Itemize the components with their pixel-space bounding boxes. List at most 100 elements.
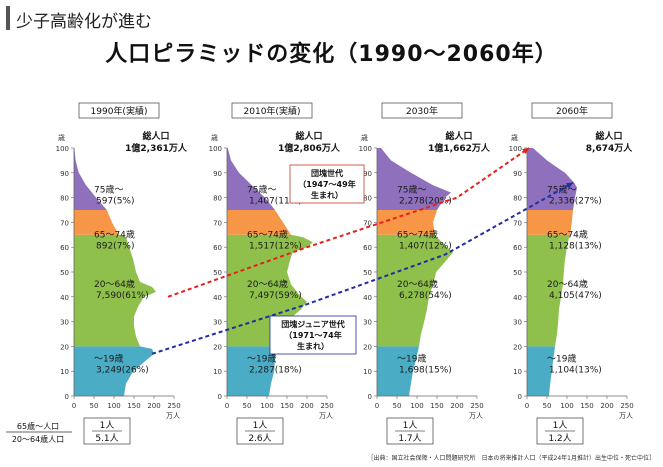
x-tick-label: 50 <box>243 402 252 410</box>
x-tick-label: 250 <box>620 402 633 410</box>
x-unit-label: 万人 <box>166 412 180 420</box>
total-population-label: 総人口 <box>142 130 169 142</box>
x-tick-label: 200 <box>450 402 463 410</box>
ratio-numerator: 1人 <box>253 420 268 431</box>
band-under-19 <box>527 346 555 396</box>
y-tick-label: 10 <box>60 368 69 376</box>
age-group-label: 65～74歳 <box>547 228 588 240</box>
age-group-value: 7,497(59%) <box>249 291 302 301</box>
age-group-label: ～19歳 <box>397 352 426 364</box>
y-tick-label: 30 <box>513 319 522 327</box>
y-tick-label: 40 <box>60 294 69 302</box>
y-tick-label: 10 <box>213 368 222 376</box>
total-population-value: 1億1,662万人 <box>428 142 491 154</box>
x-tick-label: 0 <box>225 402 229 410</box>
baby-boom-callout <box>289 164 365 204</box>
y-tick-label: 50 <box>513 269 522 277</box>
x-tick-label: 150 <box>127 402 140 410</box>
y-tick-label: 90 <box>363 170 372 178</box>
y-tick-label: 30 <box>60 319 69 327</box>
x-unit-label: 万人 <box>469 412 483 420</box>
junior-callout-line: （1971～74年 <box>284 330 341 340</box>
y-tick-label: 60 <box>60 244 69 252</box>
y-tick-label: 10 <box>363 368 372 376</box>
age-group-value: 597(5%) <box>96 197 134 207</box>
total-population-label: 総人口 <box>295 130 322 142</box>
total-population-label: 総人口 <box>445 130 472 142</box>
x-tick-label: 100 <box>260 402 273 410</box>
y-tick-label: 50 <box>363 269 372 277</box>
y-tick-label: 70 <box>363 219 372 227</box>
y-tick-label: 60 <box>513 244 522 252</box>
total-population-value: 8,674万人 <box>586 142 633 154</box>
y-unit-label: 歳 <box>511 133 518 142</box>
y-tick-label: 90 <box>213 170 222 178</box>
band-65-74 <box>527 210 573 235</box>
y-tick-label: 30 <box>213 319 222 327</box>
junior-cohort-arrow-head <box>566 182 573 189</box>
x-tick-label: 150 <box>580 402 593 410</box>
age-group-value: 2,278(20%) <box>399 197 452 207</box>
total-population-value: 1億2,806万人 <box>278 142 341 154</box>
age-group-label: 75歳～ <box>94 184 123 196</box>
y-tick-label: 0 <box>65 393 69 401</box>
y-tick-label: 80 <box>60 195 69 203</box>
x-tick-label: 0 <box>525 402 529 410</box>
year-label: 2010年(実績) <box>244 105 301 117</box>
band-20-64 <box>377 234 453 347</box>
band-75-plus <box>377 148 451 210</box>
y-tick-label: 0 <box>368 393 372 401</box>
year-label-box <box>78 102 160 119</box>
age-group-value: 2,287(18%) <box>249 365 302 375</box>
age-group-label: 75歳～ <box>247 184 276 196</box>
x-tick-label: 100 <box>560 402 573 410</box>
year-label-box <box>231 102 313 119</box>
age-group-value: 1,698(15%) <box>399 365 452 375</box>
ratio-denominator: 5.1人 <box>95 433 118 444</box>
section-header: 少子高齢化が進む <box>6 6 657 32</box>
y-tick-label: 10 <box>513 368 522 376</box>
year-label-box <box>381 102 463 119</box>
x-tick-label: 250 <box>167 402 180 410</box>
x-tick-label: 100 <box>410 402 423 410</box>
ratio-numerator: 1人 <box>553 420 568 431</box>
age-group-value: 1,517(12%) <box>249 241 302 251</box>
age-group-value: 1,104(13%) <box>549 365 602 375</box>
year-label-box <box>531 102 613 119</box>
band-20-64 <box>74 234 156 347</box>
y-tick-label: 20 <box>513 343 522 351</box>
source-note: ［出典：国立社会保障・人口問題研究所 日本の将来推計人口（平成24年1月推計）出… <box>368 454 655 462</box>
age-group-label: ～19歳 <box>547 352 576 364</box>
x-tick-label: 0 <box>375 402 379 410</box>
x-tick-label: 200 <box>300 402 313 410</box>
x-tick-label: 0 <box>72 402 76 410</box>
x-tick-label: 50 <box>90 402 99 410</box>
year-label: 1990年(実績) <box>91 105 148 117</box>
y-tick-label: 70 <box>60 219 69 227</box>
band-20-64 <box>227 234 313 347</box>
y-tick-label: 60 <box>213 244 222 252</box>
y-tick-label: 40 <box>363 294 372 302</box>
age-group-label: 65～74歳 <box>247 228 288 240</box>
baby-boom-callout-line: 生まれ） <box>311 190 343 200</box>
age-group-label: 65～74歳 <box>94 228 135 240</box>
page-title: 人口ピラミッドの変化（1990～2060年） <box>105 42 558 67</box>
band-65-74 <box>377 210 437 235</box>
y-tick-label: 0 <box>218 393 222 401</box>
y-tick-label: 80 <box>213 195 222 203</box>
y-tick-label: 30 <box>363 319 372 327</box>
x-tick-label: 50 <box>393 402 402 410</box>
age-group-value: 1,128(13%) <box>549 241 602 251</box>
band-75-plus <box>227 148 275 210</box>
y-tick-label: 80 <box>363 195 372 203</box>
x-unit-label: 万人 <box>319 412 333 420</box>
year-label: 2060年 <box>556 105 588 117</box>
x-tick-label: 200 <box>147 402 160 410</box>
x-tick-label: 250 <box>320 402 333 410</box>
y-tick-label: 90 <box>513 170 522 178</box>
y-tick-label: 80 <box>513 195 522 203</box>
x-tick-label: 100 <box>107 402 120 410</box>
y-tick-label: 40 <box>213 294 222 302</box>
band-under-19 <box>227 346 277 396</box>
baby-boom-cohort-arrow <box>167 147 530 298</box>
